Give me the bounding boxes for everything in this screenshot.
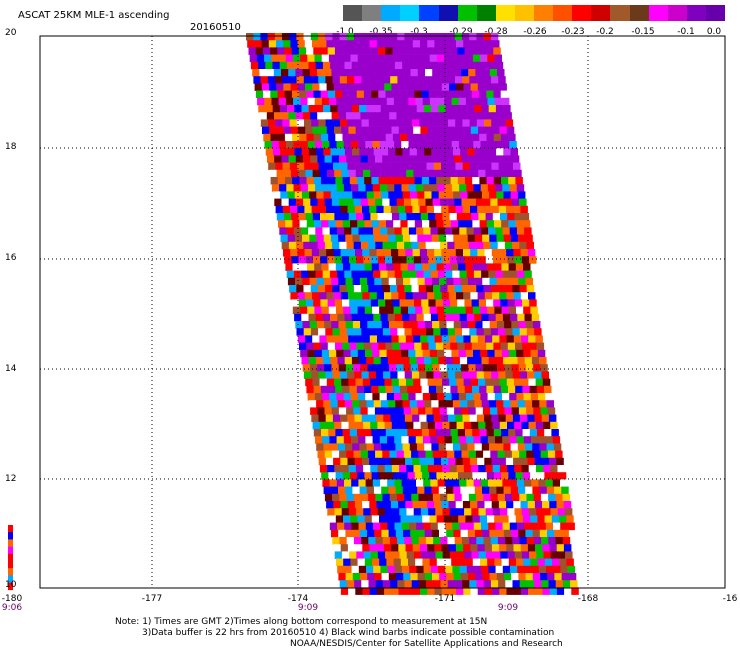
color-scale-swatch [343, 5, 363, 21]
color-scale-swatch [381, 5, 401, 21]
color-scale-swatch [495, 5, 516, 21]
time-label: 9:09 [497, 603, 519, 613]
color-scale-label: -1.0 [336, 27, 354, 37]
longitude-label: -180 [1, 594, 23, 604]
color-scale-swatch [591, 5, 611, 21]
latitude-label: 18 [5, 142, 17, 152]
color-scale-swatch [705, 5, 726, 21]
color-scale-swatch [438, 5, 459, 21]
color-scale-swatch [362, 5, 382, 21]
note-line-2: 3)Data buffer is 22 hrs from 20160510 4)… [142, 628, 555, 638]
latitude-label: 16 [5, 253, 17, 263]
color-scale-label: -0.1 [677, 27, 695, 37]
color-scale-label: -0.23 [561, 27, 585, 37]
color-scale-swatch [629, 5, 650, 21]
color-scale-label: -0.28 [484, 27, 508, 37]
map-frame [39, 35, 726, 589]
color-scale-swatch [686, 5, 707, 21]
color-scale-swatch [400, 5, 420, 21]
note-line-3: NOAA/NESDIS/Center for Satellite Applica… [290, 639, 563, 649]
color-scale-swatch [667, 5, 688, 21]
latitude-label: 20 [5, 28, 17, 38]
latitude-label: 14 [5, 364, 17, 374]
time-label: 9:06 [1, 603, 23, 613]
color-scale-swatch [648, 5, 669, 21]
color-scale-label: -0.2 [596, 27, 614, 37]
map-title: ASCAT 25KM MLE-1 ascending [18, 10, 170, 21]
color-scale-label: -0.3 [410, 27, 428, 37]
color-scale-swatch [457, 5, 478, 21]
color-scale-label: 0.0 [706, 27, 722, 37]
color-scale-swatch [476, 5, 497, 21]
lat-lon-grid [40, 36, 725, 588]
map-date: 20160510 [190, 22, 241, 33]
latitude-label: 12 [5, 474, 17, 484]
color-scale-swatch [553, 5, 573, 21]
note-line-1: Note: 1) Times are GMT 2)Times along bot… [115, 617, 488, 627]
longitude-label: -171 [434, 594, 456, 604]
color-scale-swatch [534, 5, 554, 21]
longitude-label: -168 [577, 594, 599, 604]
satellite-swath [8, 33, 579, 595]
color-scale-swatch [514, 5, 535, 21]
color-scale-swatch [419, 5, 439, 21]
color-scale-label: -0.29 [449, 27, 473, 37]
time-label: 9:09 [297, 603, 319, 613]
color-scale-label: -0.35 [369, 27, 393, 37]
color-scale-swatch [572, 5, 592, 21]
latitude-label: 10 [5, 580, 17, 590]
color-scale-label: -0.26 [523, 27, 547, 37]
longitude-label: -174 [287, 594, 309, 604]
color-scale-swatch [610, 5, 630, 21]
longitude-label: -16 [722, 594, 738, 604]
color-scale-label: -0.15 [631, 27, 655, 37]
color-scale-bar [343, 5, 726, 21]
longitude-label: -177 [141, 594, 163, 604]
